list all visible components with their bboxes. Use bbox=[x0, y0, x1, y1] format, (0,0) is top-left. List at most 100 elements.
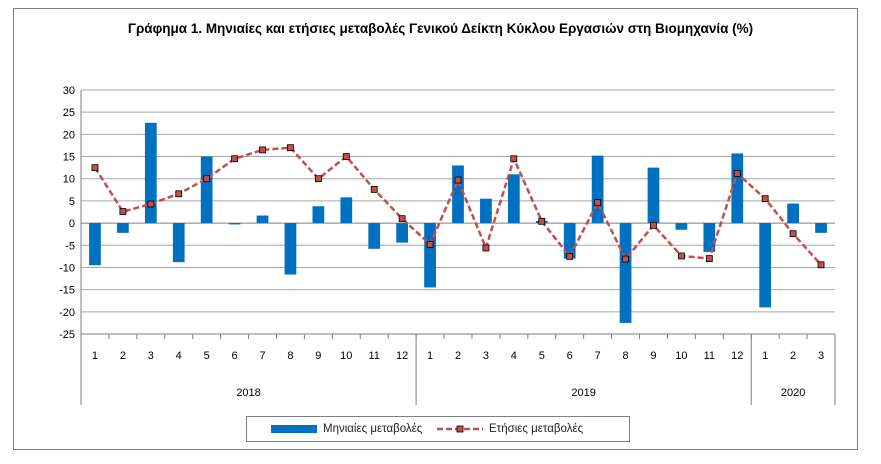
annual-marker bbox=[203, 175, 211, 183]
bar bbox=[312, 206, 325, 224]
annual-marker bbox=[733, 170, 741, 177]
annual-marker bbox=[761, 195, 769, 203]
annual-marker bbox=[398, 215, 406, 223]
x-tick-label: 7 bbox=[259, 350, 265, 362]
x-tick-label: 12 bbox=[731, 350, 743, 362]
bar bbox=[647, 167, 660, 224]
x-tick-label: 11 bbox=[369, 350, 380, 362]
x-tick-label: 2 bbox=[120, 350, 126, 362]
x-tick-label: 2 bbox=[790, 350, 796, 362]
bar bbox=[591, 155, 604, 224]
annual-marker bbox=[314, 175, 322, 183]
x-tick-label: 4 bbox=[511, 350, 517, 362]
y-tick-label: -20 bbox=[59, 307, 75, 319]
bar bbox=[117, 223, 129, 233]
x-tick-label: 9 bbox=[315, 350, 321, 362]
bar bbox=[619, 223, 632, 323]
annual-marker bbox=[342, 153, 350, 160]
bar bbox=[759, 223, 772, 308]
bar bbox=[480, 198, 492, 224]
annual-marker bbox=[622, 255, 629, 263]
annual-marker bbox=[370, 185, 378, 193]
annual-marker bbox=[678, 252, 685, 260]
bar bbox=[144, 122, 157, 224]
bar bbox=[340, 197, 353, 224]
legend-item-annual: Ετήσιες μεταβολές bbox=[437, 417, 583, 441]
x-tick-label: 5 bbox=[539, 350, 545, 362]
x-tick-label: 9 bbox=[650, 350, 656, 362]
bar bbox=[452, 165, 464, 224]
y-tick-label: 25 bbox=[63, 107, 75, 119]
x-tick-label: 6 bbox=[567, 350, 573, 362]
x-tick-label: 7 bbox=[595, 350, 601, 362]
bar bbox=[172, 223, 185, 263]
bar bbox=[563, 223, 576, 259]
bar bbox=[284, 223, 297, 275]
annual-marker bbox=[482, 244, 490, 252]
x-tick-label: 1 bbox=[762, 350, 768, 362]
bar bbox=[200, 156, 213, 224]
group-label: 2019 bbox=[571, 387, 595, 399]
annual-marker bbox=[426, 240, 434, 248]
bar bbox=[89, 223, 101, 266]
bar bbox=[703, 223, 716, 252]
annual-marker bbox=[454, 176, 462, 184]
legend-item-monthly: Μηνιαίες μεταβολές bbox=[271, 417, 422, 441]
y-tick-label: -15 bbox=[59, 285, 75, 297]
legend-line-swatch-graphic bbox=[437, 425, 483, 433]
annual-marker bbox=[594, 199, 602, 207]
annual-marker bbox=[287, 144, 294, 152]
legend-label-monthly: Μηνιαίες μεταβολές bbox=[323, 423, 423, 435]
bar bbox=[731, 153, 744, 224]
x-tick-label: 10 bbox=[340, 350, 352, 362]
x-tick-label: 1 bbox=[92, 350, 98, 362]
y-tick-label: 20 bbox=[63, 129, 75, 141]
annual-marker bbox=[119, 208, 127, 215]
annual-marker bbox=[259, 146, 266, 154]
x-tick-label: 8 bbox=[287, 350, 293, 362]
legend-line-swatch bbox=[437, 423, 483, 435]
bar bbox=[507, 174, 520, 224]
y-tick-label: 30 bbox=[63, 85, 75, 97]
legend: Μηνιαίες μεταβολές Ετήσιες μεταβολές bbox=[246, 416, 630, 442]
annual-marker bbox=[147, 200, 155, 208]
y-tick-label: 0 bbox=[69, 218, 75, 230]
annual-marker bbox=[510, 155, 518, 163]
annual-marker bbox=[817, 261, 825, 269]
bar bbox=[256, 215, 269, 224]
annual-marker bbox=[789, 230, 797, 238]
y-tick-label: 10 bbox=[63, 174, 75, 186]
x-tick-label: 11 bbox=[704, 350, 715, 362]
x-tick-label: 3 bbox=[483, 350, 489, 362]
x-tick-label: 10 bbox=[675, 350, 687, 362]
bar bbox=[228, 223, 241, 225]
chart-title: Γράφημα 1. Μηνιαίες και ετήσιες μεταβολέ… bbox=[127, 21, 754, 36]
annual-marker bbox=[705, 255, 713, 262]
annual-marker bbox=[566, 252, 574, 260]
x-tick-label: 8 bbox=[622, 350, 628, 362]
annual-marker bbox=[91, 164, 99, 172]
x-tick-label: 3 bbox=[818, 350, 824, 362]
x-tick-label: 12 bbox=[396, 350, 408, 362]
legend-bar-swatch bbox=[271, 425, 317, 433]
annual-line bbox=[93, 146, 822, 266]
x-tick-label: 3 bbox=[148, 350, 154, 362]
bar bbox=[396, 223, 409, 243]
annual-marker bbox=[175, 190, 183, 198]
x-tick-label: 2 bbox=[455, 350, 461, 362]
annual-marker bbox=[650, 221, 657, 229]
y-tick-label: -5 bbox=[65, 240, 75, 252]
x-tick-label: 5 bbox=[204, 350, 210, 362]
group-label: 2020 bbox=[781, 387, 805, 399]
bar bbox=[368, 223, 381, 249]
annual-marker bbox=[231, 155, 238, 163]
y-tick-label: -10 bbox=[59, 262, 75, 274]
bar bbox=[675, 223, 688, 230]
bar bbox=[787, 203, 799, 224]
annual-marker bbox=[538, 217, 546, 225]
y-tick-label: 15 bbox=[63, 152, 75, 164]
bar bbox=[815, 223, 827, 233]
group-label: 2018 bbox=[236, 387, 260, 399]
y-tick-label: -25 bbox=[59, 329, 75, 341]
